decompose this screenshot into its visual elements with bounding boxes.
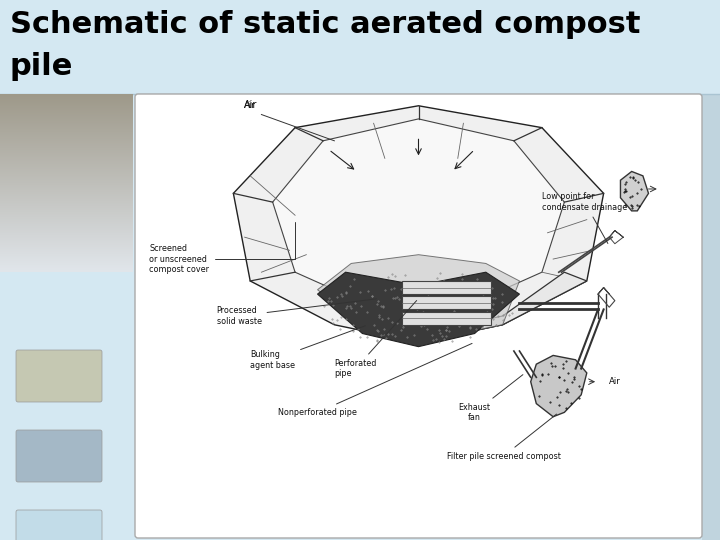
- Bar: [402, 296, 492, 309]
- Bar: [402, 312, 492, 325]
- Polygon shape: [233, 106, 603, 342]
- Text: Processed
solid waste: Processed solid waste: [217, 299, 377, 326]
- Text: Air: Air: [609, 377, 621, 386]
- Bar: [702, 94, 720, 540]
- Bar: [402, 281, 492, 294]
- Text: Nonperforated pipe: Nonperforated pipe: [278, 343, 472, 417]
- Polygon shape: [418, 272, 587, 342]
- FancyBboxPatch shape: [16, 350, 102, 402]
- Text: Bulking
agent base: Bulking agent base: [251, 326, 366, 369]
- Text: Screened
or unscreened
compost cover: Screened or unscreened compost cover: [149, 222, 295, 274]
- Polygon shape: [318, 272, 520, 347]
- Text: Air: Air: [244, 101, 256, 110]
- Text: Filter pile screened compost: Filter pile screened compost: [446, 414, 560, 461]
- Polygon shape: [273, 119, 564, 316]
- Polygon shape: [531, 355, 587, 417]
- Text: pile: pile: [10, 52, 73, 81]
- Text: Exhaust
fan: Exhaust fan: [459, 375, 523, 422]
- FancyBboxPatch shape: [135, 94, 702, 538]
- Text: Perforated
pipe: Perforated pipe: [334, 301, 417, 378]
- FancyBboxPatch shape: [16, 430, 102, 482]
- Text: Low point for
condensate drainage: Low point for condensate drainage: [542, 192, 627, 244]
- Text: Air: Air: [243, 100, 257, 110]
- Text: Schematic of static aerated compost: Schematic of static aerated compost: [10, 10, 641, 39]
- Polygon shape: [621, 172, 649, 211]
- Polygon shape: [318, 255, 520, 342]
- FancyBboxPatch shape: [16, 510, 102, 540]
